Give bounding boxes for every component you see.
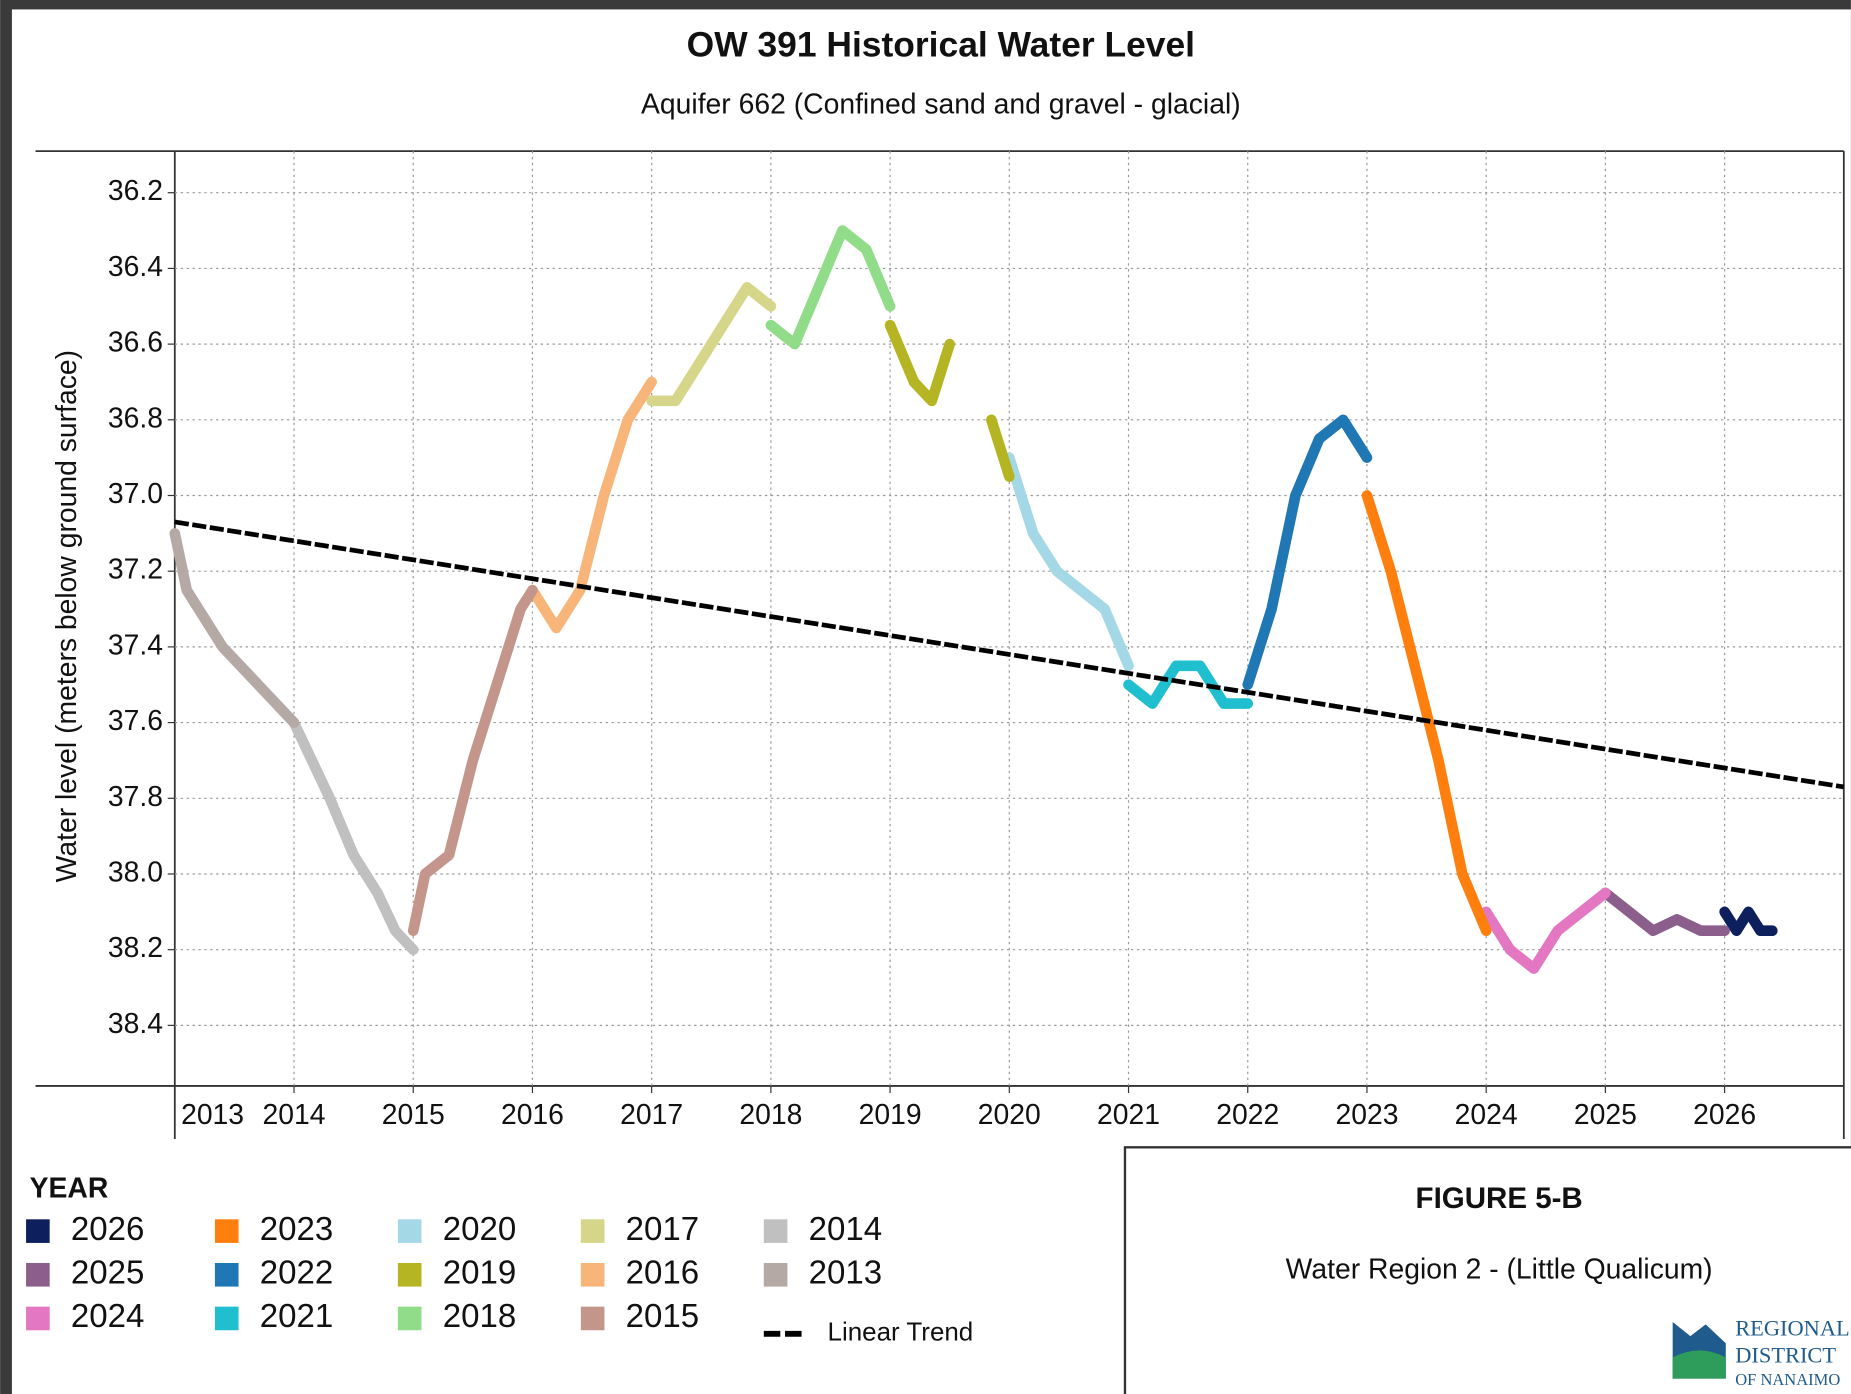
y-tick-label: 37.4 (108, 629, 163, 661)
x-tick-label: 2017 (620, 1099, 683, 1131)
legend-label: 2020 (443, 1211, 516, 1248)
figure-subtitle: Water Region 2 - (Little Qualicum) (1286, 1254, 1713, 1286)
legend-label: 2022 (260, 1255, 333, 1292)
x-tick-label: 2025 (1574, 1099, 1637, 1131)
y-tick-label: 36.2 (108, 175, 163, 207)
series-line (407, 584, 538, 937)
series-line (527, 376, 657, 634)
series-line (1361, 490, 1492, 937)
series-line (169, 528, 300, 728)
legend-swatch (397, 1219, 422, 1243)
y-tick-label: 37.0 (108, 478, 163, 510)
legend-label: Linear Trend (828, 1317, 974, 1347)
legend-swatch (763, 1219, 788, 1243)
y-axis-label: Water level (meters below ground surface… (51, 350, 83, 882)
series-line (288, 717, 419, 956)
legend-swatch (214, 1306, 239, 1331)
legend-swatch (26, 1306, 50, 1331)
x-tick-label: 2018 (739, 1099, 802, 1131)
y-tick-label: 38.4 (108, 1008, 163, 1040)
legend-swatch (26, 1262, 50, 1287)
legend-title: YEAR (30, 1172, 109, 1204)
legend-swatch (397, 1306, 422, 1331)
legend-label: 2014 (809, 1211, 882, 1248)
y-tick-label: 38.0 (108, 856, 163, 888)
legend-swatch (763, 1262, 788, 1287)
y-tick-label: 37.8 (108, 781, 163, 813)
legend-swatch (214, 1262, 239, 1287)
series-line (884, 319, 1015, 482)
x-tick-label: 2023 (1335, 1099, 1398, 1131)
legend-label: 2018 (443, 1298, 516, 1335)
x-tick-label: 2024 (1455, 1099, 1518, 1131)
series-line (646, 281, 777, 407)
y-tick-label: 38.2 (108, 932, 163, 964)
legend-swatch (26, 1219, 50, 1243)
x-tick-label: 2013 (181, 1099, 244, 1131)
legend-swatch (580, 1219, 605, 1243)
logo-hill (1672, 1350, 1726, 1379)
series-line (1480, 887, 1611, 974)
legend-label: 2026 (71, 1211, 144, 1248)
x-tick-label: 2026 (1693, 1099, 1756, 1131)
y-tick-label: 36.6 (108, 327, 163, 359)
series-line (1719, 906, 1778, 937)
legend-label: 2013 (809, 1255, 882, 1292)
trend-line (174, 519, 1845, 790)
chart-subtitle: Aquifer 662 (Confined sand and gravel - … (641, 89, 1241, 121)
legend-label: 2016 (626, 1255, 699, 1292)
legend-label: 2019 (443, 1255, 516, 1292)
y-tick-label: 37.6 (108, 705, 163, 737)
legend-label: 2024 (71, 1298, 144, 1335)
series-line (1003, 452, 1134, 672)
logo-text: DISTRICT (1735, 1343, 1836, 1368)
figure-title: FIGURE 5-B (1416, 1182, 1583, 1215)
x-tick-label: 2021 (1097, 1099, 1160, 1131)
chart-title: OW 391 Historical Water Level (687, 25, 1195, 65)
series-line (1242, 414, 1373, 691)
y-tick-label: 36.4 (108, 251, 163, 283)
legend-label: 2025 (71, 1255, 144, 1292)
legend-swatch (580, 1306, 605, 1331)
logo-text: OF NANAIMO (1735, 1370, 1840, 1389)
legend-swatch (397, 1262, 422, 1287)
x-tick-label: 2016 (501, 1099, 564, 1131)
x-tick-label: 2014 (263, 1099, 326, 1131)
legend: 2026 2025 2024 2023 2022 2021 2020 2019 2018 2017… (26, 1211, 973, 1347)
legend-swatch (214, 1219, 239, 1243)
legend-label: 2017 (626, 1211, 699, 1248)
y-tick-label: 37.2 (108, 554, 163, 586)
legend-label: 2021 (260, 1298, 333, 1335)
figure-box (1123, 1146, 1851, 1394)
series-line (765, 225, 896, 350)
legend-label: 2023 (260, 1211, 333, 1248)
legend-swatch (580, 1262, 605, 1287)
plot-area: 36.2 36.4 36.6 36.8 37.0 37.2 37.4 37.6 37.8 38.0… (35, 150, 1845, 1140)
x-tick-label: 2019 (859, 1099, 922, 1131)
x-tick-label: 2022 (1216, 1099, 1279, 1131)
x-tick-label: 2020 (978, 1099, 1041, 1131)
series-line (1600, 887, 1730, 937)
legend-label: 2015 (626, 1298, 699, 1335)
y-tick-label: 36.8 (108, 402, 163, 434)
logo-text: REGIONAL (1735, 1315, 1850, 1340)
x-tick-label: 2015 (382, 1099, 445, 1131)
series-line (1123, 660, 1254, 709)
